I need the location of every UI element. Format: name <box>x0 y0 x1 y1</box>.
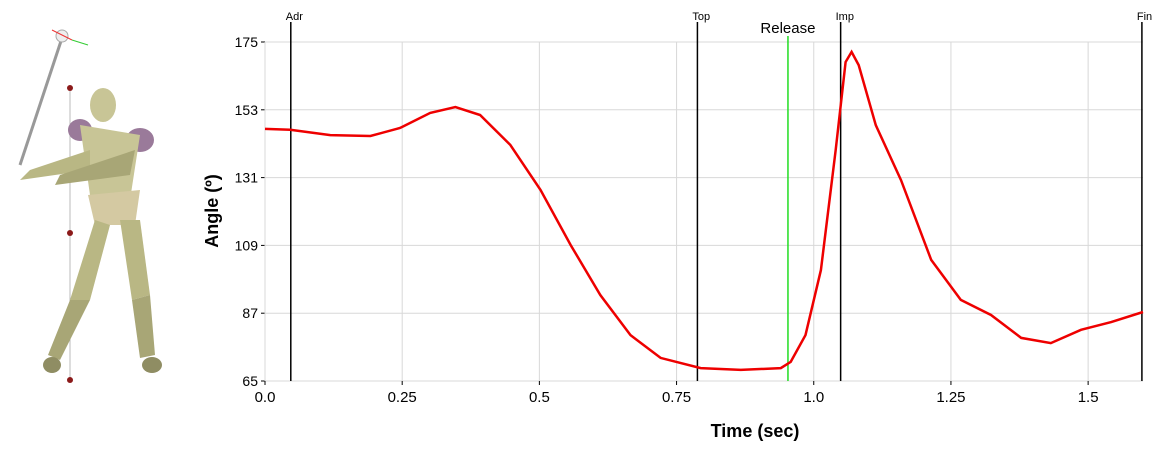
event-label: Imp <box>836 11 854 23</box>
y-tick-label: 153 <box>235 102 259 118</box>
golfer-figure <box>18 29 162 383</box>
x-tick-label: 0.0 <box>255 389 276 406</box>
data-line <box>264 49 1144 372</box>
x-tick-label: 0.25 <box>388 389 417 406</box>
x-tick-label: 0.75 <box>662 389 691 406</box>
y-axis-label: Angle (º) <box>202 174 222 248</box>
x-tick-label: 1.5 <box>1078 389 1099 406</box>
y-tick-label: 175 <box>235 34 259 50</box>
event-label: Release <box>760 20 815 37</box>
x-tick-label: 1.0 <box>803 389 824 406</box>
event-label: Top <box>692 11 710 23</box>
y-tick-label: 131 <box>235 170 259 186</box>
x-axis-label: Time (sec) <box>711 421 800 441</box>
y-tick-label: 109 <box>235 237 259 253</box>
x-tick-label: 0.5 <box>529 389 550 406</box>
y-tick-label: 87 <box>242 305 258 321</box>
event-label: Fin <box>1137 11 1152 23</box>
event-label: Adr <box>286 11 303 23</box>
y-tick-label: 65 <box>242 373 258 389</box>
x-tick-label: 1.25 <box>936 389 965 406</box>
